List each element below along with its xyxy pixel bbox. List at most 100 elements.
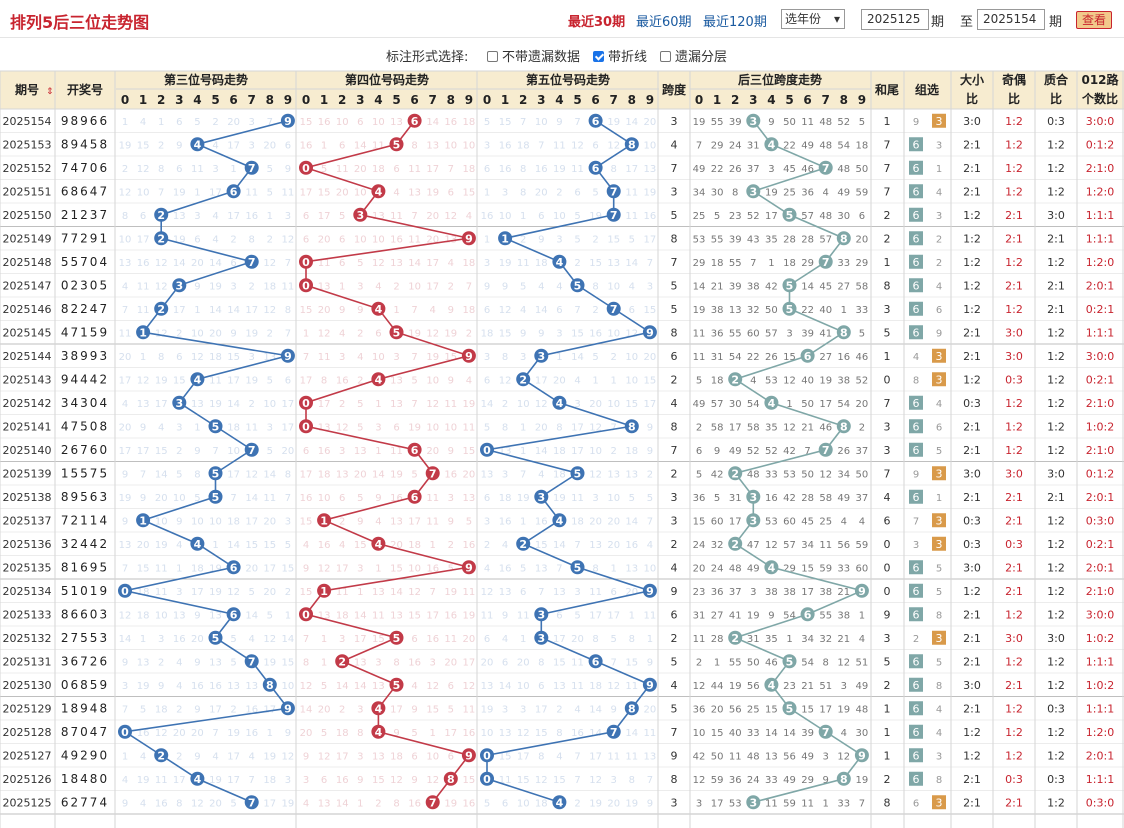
primecomp-cell: 1:2 [1047,350,1065,363]
checkbox-layer[interactable] [660,51,671,62]
omission-cell: 3 [285,516,291,527]
omission-cell: 9 [122,798,128,809]
span-omission-cell: 25 [747,704,760,715]
bigsmall-cell: 2:1 [963,655,981,668]
omission-cell: 16 [408,798,421,809]
span-omission-cell: 5 [696,469,702,480]
omission-cell: 5 [249,587,255,598]
group-omission: 6 [936,422,942,433]
trend-ball [172,395,187,410]
omission-cell: 19 [119,140,132,151]
tail-cell: 1 [884,702,891,715]
omission-cell: 6 [538,211,544,222]
omission-cell: 5 [629,493,635,504]
year-select[interactable]: 选年份 ▾ [781,9,845,29]
span-omission-cell: 30 [729,399,742,410]
omission-cell: 3 [230,281,236,292]
omission-cell: 11 [245,422,258,433]
omission-cell: 10 [499,211,512,222]
trend-ball [118,724,132,739]
omission-cell: 3 [249,117,255,128]
omission-cell: 8 [321,375,327,386]
omission-cell: 4 [556,281,562,292]
omission-cell: 6 [484,634,490,645]
omission-cell: 13 [607,469,620,480]
omission-cell: 18 [463,258,476,269]
omission-cell: 13 [625,563,638,574]
span-omission-cell: 4 [750,375,756,386]
from-period-input[interactable]: 2025125 [861,9,929,30]
omission-cell: 5 [194,493,200,504]
group-badge-text: 6 [913,138,920,151]
trend-ball-digit: 8 [840,773,848,786]
omission-cell: 4 [212,751,218,762]
trend-ball [136,325,151,340]
omission-cell: 20 [426,211,439,222]
omission-cell: 9 [285,164,291,175]
omission-cell: 5 [321,728,327,739]
omission-cell: 2 [158,657,164,668]
omission-cell: 1 [375,446,381,457]
trend-ball-digit: 8 [628,138,636,151]
query-button[interactable]: 查看 [1076,11,1112,29]
option-no-omission[interactable]: 不带遗漏数据 [487,46,580,65]
omission-cell: 17 [119,446,132,457]
checkbox-polyline[interactable] [593,51,604,62]
omission-cell: 12 [191,352,204,363]
road-cell: 2:1:0 [1086,444,1114,457]
omission-cell: 19 [499,258,512,269]
omission-cell: 2 [448,540,454,551]
span-omission-cell: 37 [729,587,742,598]
omission-cell: 12 [607,140,620,151]
omission-cell: 1 [230,164,236,175]
span-omission-cell: 59 [711,775,724,786]
recent-120-link[interactable]: 最近120期 [703,15,767,30]
trend-ball-digit: 7 [822,162,830,175]
period-cell: 2025128 [3,726,52,739]
span-omission-cell: 50 [856,469,869,480]
omission-cell: 16 [173,634,186,645]
omission-cell: 10 [444,140,457,151]
checkbox-no-omission[interactable] [487,51,498,62]
recent-30-link[interactable]: 最近30期 [568,15,626,30]
group-omission: 3 [936,140,942,151]
omission-cell: 2 [267,328,273,339]
omission-cell: 15 [625,399,638,410]
trend-ball-digit: 1 [139,514,147,527]
road-cell: 1:1:1 [1086,209,1114,222]
option-layer-label: 遗漏分层 [675,50,728,65]
group-badge-text: 6 [913,726,920,739]
omission-cell: 20 [300,728,313,739]
option-layer[interactable]: 遗漏分层 [660,46,727,65]
span-cell: 2 [671,467,678,480]
omission-cell: 20 [282,446,295,457]
omission-cell: 13 [499,587,512,598]
trend-ball [764,560,779,575]
trend-ball [836,771,851,786]
group-badge-text: 6 [913,303,920,316]
omission-cell: 16 [245,211,258,222]
omission-cell: 11 [408,234,421,245]
omission-cell: 11 [644,728,657,739]
to-label: 至 [960,15,974,30]
trend-ball [154,748,169,763]
trend-ball-digit: 0 [302,608,310,621]
omission-cell: 7 [611,657,617,668]
omission-cell: 19 [155,375,168,386]
trend-ball [782,278,797,293]
to-period-input[interactable]: 2025154 [977,9,1045,30]
tail-cell: 0 [884,561,891,574]
omission-cell: 20 [191,634,204,645]
trend-ball-digit: 3 [537,491,545,504]
omission-cell: 13 [390,375,403,386]
trend-ball [244,442,259,457]
omission-cell: 9 [176,516,182,527]
omission-cell: 17 [625,164,638,175]
omission-cell: 2 [357,328,363,339]
omission-cell: 2 [611,446,617,457]
span-omission-cell: 50 [801,469,814,480]
recent-60-link[interactable]: 最近60期 [636,15,692,30]
omission-cell: 17 [263,798,276,809]
span-cell: 3 [671,115,678,128]
option-polyline[interactable]: 带折线 [593,46,647,65]
